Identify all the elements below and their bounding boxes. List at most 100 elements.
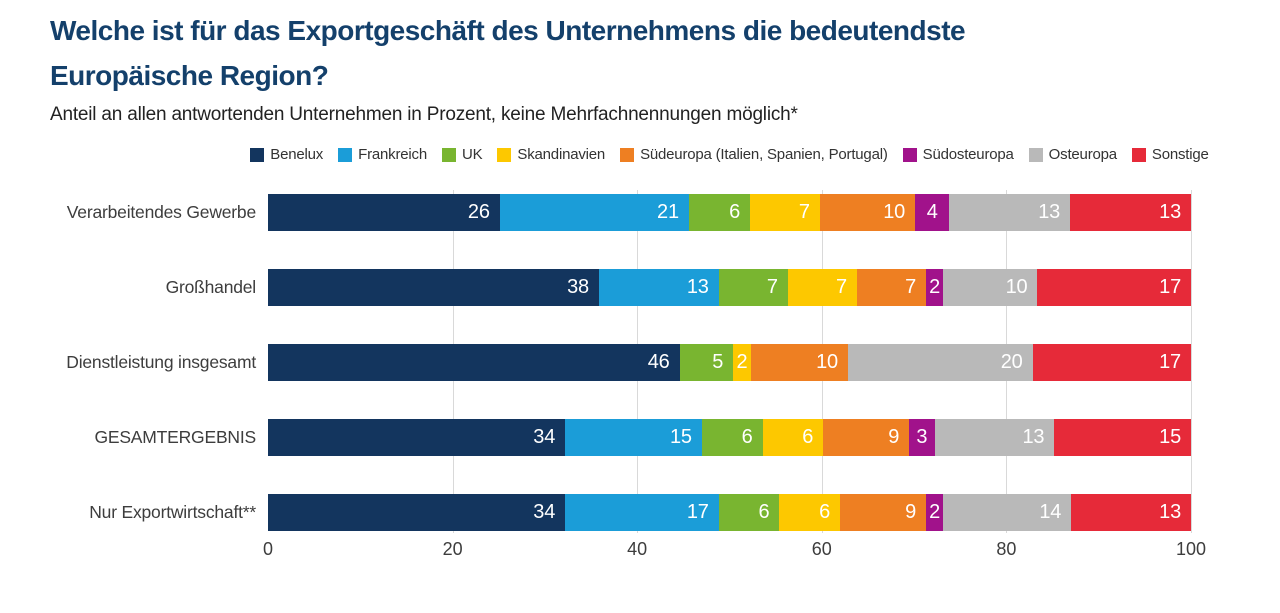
bar-segment: 10 — [750, 344, 848, 381]
bar-segment: 13 — [598, 269, 719, 306]
bar-segment: 6 — [762, 419, 824, 456]
bar-segment-value: 6 — [729, 201, 741, 223]
legend-swatch-icon — [338, 147, 353, 162]
legend-swatch-icon — [902, 147, 917, 162]
bar-segment: 20 — [847, 344, 1033, 381]
bar-segment: 13 — [1071, 494, 1192, 531]
bar-row: 26 21 6 7 10 4 13 13 — [268, 194, 1191, 231]
bar-segment-value: 2 — [929, 276, 941, 298]
bar-segment: 2 — [733, 344, 751, 381]
category-label: Nur Exportwirtschaft** — [89, 502, 256, 522]
bar-segment-value: 38 — [567, 276, 589, 298]
x-axis-tick-label: 20 — [442, 539, 463, 559]
bar-row: 34 17 6 6 9 2 14 13 — [268, 494, 1192, 531]
bar-segment-value: 6 — [758, 501, 770, 523]
legend-swatch-icon — [620, 147, 635, 162]
bar-segment: 17 — [1032, 344, 1191, 381]
chart-title: Welche ist für das Exportgeschäft des Un… — [50, 8, 966, 98]
legend-item: UK — [441, 146, 483, 163]
legend-item: Südosteuropa — [902, 146, 1014, 163]
bar-segment-value: 13 — [1022, 426, 1045, 448]
bar-segment-value: 17 — [1159, 276, 1182, 298]
legend-swatch-icon — [1028, 147, 1043, 162]
category-label: Dienstleistung insgesamt — [66, 352, 256, 372]
bar-row: 38 13 7 7 7 2 10 17 — [268, 269, 1192, 306]
bar-segment-value: 6 — [741, 426, 753, 448]
bar-segment: 6 — [718, 494, 780, 531]
bar-segment-value: 7 — [798, 201, 810, 223]
legend-item: Osteuropa — [1028, 146, 1117, 163]
bar-segment-value: 21 — [657, 201, 679, 223]
bar-segment-value: 46 — [647, 351, 670, 373]
category-labels: Verarbeitendes Gewerbe Großhandel Dienstle… — [0, 190, 256, 533]
x-axis-tick-label: 80 — [996, 539, 1017, 559]
bar-segment: 7 — [787, 269, 857, 306]
bar-segment: 7 — [856, 269, 927, 306]
bar-segment: 34 — [268, 494, 566, 531]
bar-segment-value: 34 — [533, 501, 556, 523]
bar-segment: 15 — [1054, 419, 1192, 456]
category-label: Verarbeitendes Gewerbe — [66, 202, 256, 222]
legend-label: UK — [461, 146, 483, 163]
bar-segment-value: 4 — [926, 201, 938, 223]
bar-segment-value: 14 — [1039, 501, 1062, 523]
bar-segment: 2 — [926, 269, 943, 306]
bar-segment-value: 7 — [766, 276, 778, 298]
bar-segment-value: 10 — [883, 201, 906, 223]
legend-item: Südeuropa (Italien, Spanien, Portugal) — [620, 146, 888, 163]
bar-segment: 6 — [779, 494, 841, 531]
bar-segment-value: 26 — [467, 201, 490, 223]
legend-label: Südeuropa (Italien, Spanien, Portugal) — [640, 146, 888, 163]
bar-segment-value: 34 — [533, 426, 556, 448]
legend-item: Frankreich — [338, 146, 427, 163]
bar-segment-value: 13 — [1159, 201, 1181, 223]
legend-label: Sonstige — [1151, 146, 1209, 163]
legend-label: Benelux — [270, 146, 324, 163]
legend-label: Südosteuropa — [922, 146, 1014, 163]
bar-segment: 5 — [679, 344, 734, 381]
bar-segment: 6 — [701, 419, 763, 456]
category-label: Großhandel — [165, 277, 257, 297]
x-axis-tick-label: 40 — [627, 539, 648, 559]
bar-segment: 38 — [268, 269, 599, 306]
bar-segment-value: 13 — [686, 276, 709, 298]
bar-segment: 26 — [268, 194, 500, 231]
x-axis-tick-label: 100 — [1175, 539, 1207, 559]
bar-segment-value: 2 — [736, 351, 748, 373]
bar-segment: 2 — [926, 494, 943, 531]
bar-segment: 14 — [942, 494, 1072, 531]
bar-segment: 9 — [823, 419, 910, 456]
bar-row: 34 15 6 6 9 3 13 15 — [268, 419, 1192, 456]
legend: Benelux Frankreich UK Skandinavien Südeuropa… — [238, 146, 1221, 163]
x-axis-tick-label: 60 — [811, 539, 832, 559]
legend-item: Skandinavien — [497, 146, 605, 163]
bar-segment-value: 3 — [916, 426, 928, 448]
bar-segment-value: 13 — [1159, 501, 1182, 523]
bar-segment: 10 — [943, 269, 1038, 306]
bar-segment: 21 — [499, 194, 689, 231]
bar-segment-value: 6 — [819, 501, 831, 523]
legend-label: Osteuropa — [1048, 146, 1117, 163]
legend-item: Sonstige — [1131, 146, 1209, 163]
bar-segment-value: 17 — [686, 501, 709, 523]
bar-row: 46 5 2 10 20 17 — [268, 344, 1191, 381]
bar-segment: 15 — [565, 419, 702, 456]
bar-segment: 3 — [909, 419, 935, 456]
legend-swatch-icon — [441, 147, 456, 162]
legend-label: Skandinavien — [517, 146, 606, 163]
bar-segment: 17 — [1037, 269, 1192, 306]
bar-segment-value: 6 — [802, 426, 814, 448]
x-axis: 0 20 40 60 80 100 — [263, 539, 1206, 563]
bar-segment: 13 — [949, 194, 1071, 231]
chart-title-line: Welche ist für das Exportgeschäft des Un… — [50, 15, 966, 46]
gridline — [1191, 190, 1192, 533]
bar-segment-value: 10 — [1005, 276, 1028, 298]
bar-segment: 4 — [915, 194, 950, 231]
bar-segment-value: 15 — [669, 426, 692, 448]
bar-segment: 13 — [1070, 194, 1191, 231]
legend-item: Benelux — [250, 146, 323, 163]
bar-segment-value: 9 — [905, 501, 917, 523]
legend-swatch-icon — [250, 147, 265, 162]
plot-area: 26 21 6 7 10 4 13 13 38 13 7 7 7 2 10 17 46 5 2 10 20 17 34 15 6… — [268, 190, 1192, 533]
bar-segment-value: 20 — [1000, 351, 1023, 373]
